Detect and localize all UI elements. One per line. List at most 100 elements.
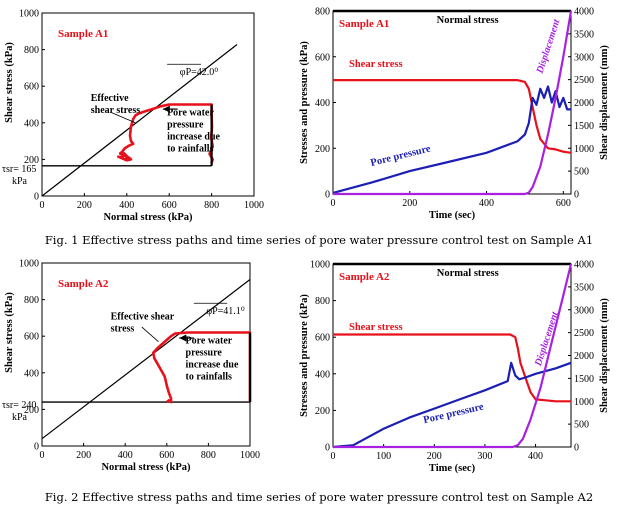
x-tick-label: 800: [204, 200, 219, 211]
effective-stress-label: stress: [111, 324, 135, 335]
y-tick-label: 400: [24, 368, 39, 379]
pore-pressure-label: to rainfalls: [186, 372, 232, 383]
y-axis-label: Stresses and pressure (kPa): [299, 294, 310, 417]
x-tick-label: 300: [477, 451, 492, 462]
x-tick-label: 1000: [240, 450, 260, 461]
x-tick-label: 0: [40, 200, 45, 211]
y2-tick-label: 1000: [574, 397, 594, 408]
y2-tick-label: 0: [574, 190, 579, 201]
pore-pressure-label: increase due: [167, 131, 220, 142]
friction-angle-label: φP=42.0⁰: [180, 67, 218, 78]
y-tick-label: 1000: [310, 260, 330, 271]
y2-tick-label: 1500: [574, 374, 594, 385]
effective-stress-pointer: [141, 326, 159, 342]
effective-stress-label: Effective: [91, 93, 129, 104]
fig2-time-series-chart: 0 100 200 300 400020040060080010000500100015…: [299, 260, 610, 475]
chart-title: Sample A1: [339, 18, 389, 30]
x-tick-label: 0: [40, 450, 45, 461]
y2-tick-label: 3500: [574, 29, 594, 40]
pore-pressure-label: Pore water: [167, 107, 214, 118]
y-tick-label: 0: [325, 190, 330, 201]
x-tick-label: 1000: [244, 200, 264, 211]
y-tick-label: 800: [315, 296, 330, 307]
y2-axis-label: Shear displacement (mm): [599, 45, 610, 160]
y-tick-label: 800: [24, 295, 39, 306]
x-tick-label: 200: [76, 450, 91, 461]
y-tick-label: 600: [24, 332, 39, 343]
x-tick-label: 0: [331, 451, 336, 462]
pore-pressure-arrowhead: [162, 105, 170, 113]
effective-stress-pointer: [111, 112, 136, 124]
y-tick-label: 400: [315, 98, 330, 109]
pore-pressure-arrowhead: [179, 334, 187, 342]
normal-stress-label: Normal stress: [437, 268, 499, 279]
y2-tick-label: 3500: [574, 282, 594, 293]
y-tick-label: 600: [315, 52, 330, 63]
y2-tick-label: 4000: [574, 7, 594, 18]
x-axis-label: Normal stress (kPa): [103, 212, 193, 223]
x-tick-label: 400: [479, 198, 494, 209]
pore-series-line: [332, 85, 571, 194]
displacement-label: Displacement: [534, 17, 562, 76]
y-tick-label: 400: [24, 118, 39, 129]
residual-strength-unit: kPa: [12, 176, 28, 187]
pore-pressure-label: to rainfalls: [167, 143, 213, 154]
fig1-caption: Fig. 1 Effective stress paths and time s…: [44, 233, 594, 247]
x-tick-label: 200: [77, 200, 92, 211]
fig1-time-series-chart: 0 200 400 600020040060080005001000150020002…: [299, 7, 610, 222]
y2-tick-label: 1500: [574, 121, 594, 132]
y2-tick-label: 4000: [574, 260, 594, 271]
x-axis-label: Normal stress (kPa): [101, 462, 191, 473]
y-tick-label: 1000: [19, 9, 39, 20]
y-tick-label: 200: [315, 144, 330, 155]
shear-series-line: [333, 78, 572, 154]
y-axis-label: Stresses and pressure (kPa): [299, 41, 310, 164]
residual-strength-unit: kPa: [12, 412, 28, 423]
x-axis-label: Time (sec): [429, 463, 476, 474]
chart-title: Sample A2: [339, 271, 390, 283]
y-tick-label: 200: [24, 405, 39, 416]
pore-pressure-label: increase due: [186, 360, 239, 371]
y-tick-label: 400: [315, 369, 330, 380]
x-tick-label: 400: [119, 200, 134, 211]
fig1-stress-path-chart: 0 200 400 600 800 1000 0 200 400 600 800 1000 Normal…: [2, 9, 264, 224]
x-tick-label: 600: [159, 450, 174, 461]
y2-axis-label: Shear displacement (mm): [599, 298, 610, 413]
y-tick-label: 1000: [19, 259, 39, 270]
y-tick-label: 0: [34, 442, 39, 453]
residual-strength-value: τsr= 240: [2, 400, 36, 411]
displacement-series-line: [333, 263, 573, 449]
y2-tick-label: 3000: [574, 305, 594, 316]
normal-stress-label: Normal stress: [437, 15, 499, 26]
y2-tick-label: 2500: [574, 75, 594, 86]
shear-stress-label: Shear stress: [349, 322, 403, 333]
y-tick-label: 800: [24, 45, 39, 56]
chart-title: Sample A1: [58, 28, 108, 40]
fig2-caption: Fig. 2 Effective stress paths and time s…: [44, 490, 594, 504]
x-tick-label: 400: [528, 451, 543, 462]
failure-envelope-line: [41, 278, 251, 440]
y2-tick-label: 500: [574, 167, 589, 178]
y-tick-label: 0: [325, 443, 330, 454]
x-tick-label: 400: [118, 450, 133, 461]
y2-tick-label: 3000: [574, 52, 594, 63]
friction-angle-label: φP=41.1⁰: [206, 306, 244, 317]
pore-pressure-label: pressure: [186, 348, 223, 359]
x-tick-label: 800: [201, 450, 216, 461]
y2-tick-label: 0: [574, 443, 579, 454]
x-tick-label: 100: [376, 451, 391, 462]
y2-tick-label: 1000: [574, 144, 594, 155]
x-tick-label: 600: [162, 200, 177, 211]
pore-pressure-label: pressure: [167, 119, 204, 130]
x-tick-label: 0: [331, 198, 336, 209]
fig2-stress-path-chart: 0 200 400 600 800 1000 0 200 400 600 800 1000 Normal…: [2, 259, 260, 474]
plot-frame: [41, 12, 255, 197]
effective-stress-label: shear stress: [91, 105, 140, 116]
x-tick-label: 600: [556, 198, 571, 209]
y-tick-label: 200: [315, 406, 330, 417]
failure-envelope-line: [41, 44, 238, 197]
x-tick-label: 200: [402, 198, 417, 209]
y-tick-label: 800: [315, 7, 330, 18]
x-tick-label: 200: [427, 451, 442, 462]
x-axis-label: Time (sec): [429, 210, 476, 221]
